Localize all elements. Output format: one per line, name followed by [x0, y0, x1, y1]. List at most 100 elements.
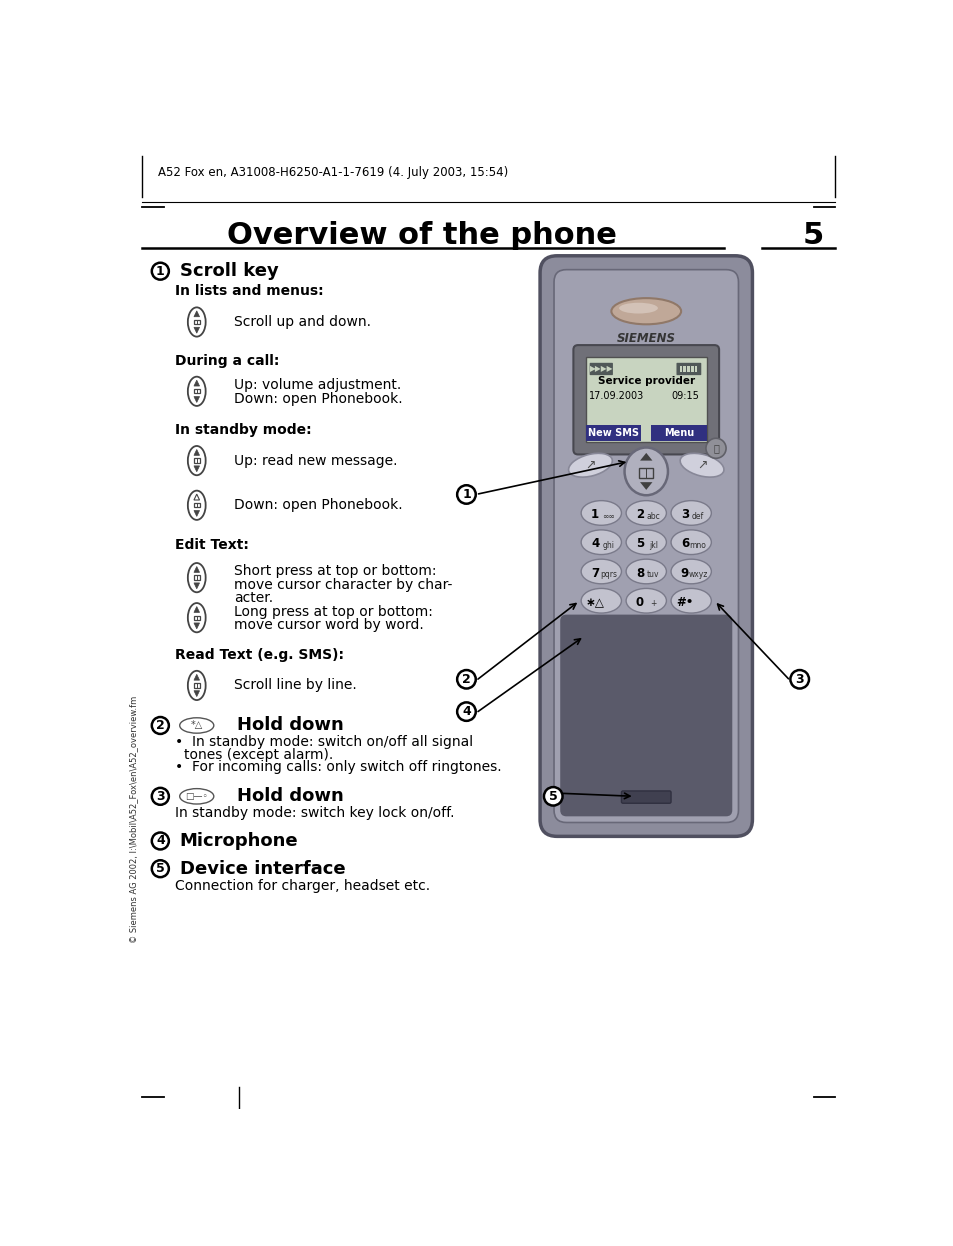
Text: 4: 4	[590, 537, 598, 551]
Text: 2: 2	[461, 673, 471, 685]
Text: 8: 8	[636, 567, 643, 579]
Text: 3: 3	[795, 673, 803, 685]
Text: 6: 6	[680, 537, 688, 551]
Ellipse shape	[618, 303, 658, 314]
Text: Up: read new message.: Up: read new message.	[233, 454, 397, 467]
Text: •  In standby mode: switch on/off all signal: • In standby mode: switch on/off all sig…	[174, 735, 473, 749]
FancyBboxPatch shape	[539, 255, 752, 836]
Text: ↗: ↗	[696, 459, 706, 472]
Text: Down: open Phonebook.: Down: open Phonebook.	[233, 392, 402, 406]
Ellipse shape	[625, 559, 666, 584]
Text: Service provider: Service provider	[598, 375, 694, 385]
Polygon shape	[193, 450, 199, 455]
Text: A52 Fox en, A31008-H6250-A1-1-7619 (4. July 2003, 15:54): A52 Fox en, A31008-H6250-A1-1-7619 (4. J…	[158, 166, 508, 179]
Text: 4: 4	[461, 705, 471, 718]
Text: 09:15: 09:15	[670, 391, 699, 401]
FancyBboxPatch shape	[559, 614, 732, 816]
Circle shape	[790, 670, 808, 689]
FancyBboxPatch shape	[676, 363, 700, 375]
Text: © Siemens AG 2002, I:\Mobil\A52_Fox\en\A52_overview.fm: © Siemens AG 2002, I:\Mobil\A52_Fox\en\A…	[129, 695, 137, 943]
Text: Up: volume adjustment.: Up: volume adjustment.	[233, 378, 401, 392]
Text: pqrs: pqrs	[599, 571, 617, 579]
Text: Device interface: Device interface	[179, 860, 345, 877]
Text: 3: 3	[156, 790, 165, 802]
Text: Read Text (e.g. SMS):: Read Text (e.g. SMS):	[174, 648, 344, 662]
Text: Long press at top or bottom:: Long press at top or bottom:	[233, 604, 433, 618]
Ellipse shape	[580, 501, 620, 526]
Polygon shape	[193, 583, 199, 589]
Text: 5: 5	[155, 862, 165, 875]
Text: New SMS: New SMS	[587, 427, 639, 437]
Text: Connection for charger, headset etc.: Connection for charger, headset etc.	[174, 878, 430, 892]
Text: ∗△: ∗△	[585, 596, 604, 609]
Text: 3: 3	[680, 508, 688, 521]
Bar	[695, 366, 697, 373]
Text: □—◦: □—◦	[185, 791, 208, 801]
Text: Menu: Menu	[663, 427, 693, 437]
Text: def: def	[691, 512, 703, 521]
Text: In lists and menus:: In lists and menus:	[174, 284, 323, 298]
Text: move cursor word by word.: move cursor word by word.	[233, 618, 423, 632]
Bar	[585, 425, 640, 441]
Text: •  For incoming calls: only switch off ringtones.: • For incoming calls: only switch off ri…	[174, 760, 501, 774]
Text: 2: 2	[636, 508, 643, 521]
Text: jkl: jkl	[648, 541, 657, 549]
FancyBboxPatch shape	[573, 345, 719, 455]
Ellipse shape	[670, 530, 711, 554]
Text: 9: 9	[680, 567, 688, 579]
Ellipse shape	[670, 588, 711, 613]
Ellipse shape	[568, 454, 612, 477]
Text: Scroll up and down.: Scroll up and down.	[233, 315, 371, 329]
Polygon shape	[193, 567, 199, 572]
Polygon shape	[639, 482, 652, 490]
Text: Scroll line by line.: Scroll line by line.	[233, 678, 356, 693]
Text: 17.09.2003: 17.09.2003	[589, 391, 643, 401]
Bar	[682, 366, 685, 373]
Text: ghi: ghi	[601, 541, 614, 549]
Text: Short press at top or bottom:: Short press at top or bottom:	[233, 564, 436, 578]
Polygon shape	[639, 452, 652, 461]
Circle shape	[456, 703, 476, 721]
Text: Hold down: Hold down	[236, 716, 343, 734]
Circle shape	[456, 670, 476, 689]
Polygon shape	[193, 312, 199, 316]
Text: 7: 7	[591, 567, 598, 579]
Ellipse shape	[679, 454, 723, 477]
Text: 1: 1	[461, 488, 471, 501]
Bar	[686, 366, 689, 373]
Text: *△: *△	[191, 720, 203, 730]
Polygon shape	[193, 623, 199, 629]
Text: 2: 2	[155, 719, 165, 731]
Circle shape	[705, 439, 725, 459]
Ellipse shape	[625, 530, 666, 554]
Bar	[691, 366, 693, 373]
Text: ▶▶▶▶: ▶▶▶▶	[589, 365, 613, 374]
Text: Down: open Phonebook.: Down: open Phonebook.	[233, 498, 402, 512]
FancyBboxPatch shape	[585, 358, 706, 442]
Ellipse shape	[580, 588, 620, 613]
Text: 5: 5	[801, 222, 822, 250]
Text: 1: 1	[591, 508, 598, 521]
Text: During a call:: During a call:	[174, 354, 279, 368]
Text: Hold down: Hold down	[236, 787, 343, 805]
Ellipse shape	[625, 588, 666, 613]
Ellipse shape	[580, 530, 620, 554]
Text: #•: #•	[676, 596, 693, 609]
Text: Microphone: Microphone	[179, 832, 298, 850]
Text: 5: 5	[636, 537, 643, 551]
FancyBboxPatch shape	[620, 791, 670, 804]
Ellipse shape	[624, 447, 667, 495]
Ellipse shape	[670, 501, 711, 526]
Circle shape	[543, 787, 562, 806]
Text: tones (except alarm).: tones (except alarm).	[184, 748, 334, 761]
Polygon shape	[193, 607, 199, 613]
Polygon shape	[193, 466, 199, 472]
Text: ↗: ↗	[584, 459, 595, 472]
Text: wxyz: wxyz	[688, 571, 707, 579]
Polygon shape	[193, 396, 199, 402]
Text: 1: 1	[155, 264, 165, 278]
Polygon shape	[193, 674, 199, 680]
FancyBboxPatch shape	[554, 269, 738, 822]
Text: Scroll key: Scroll key	[179, 262, 278, 280]
Bar	[650, 425, 706, 441]
